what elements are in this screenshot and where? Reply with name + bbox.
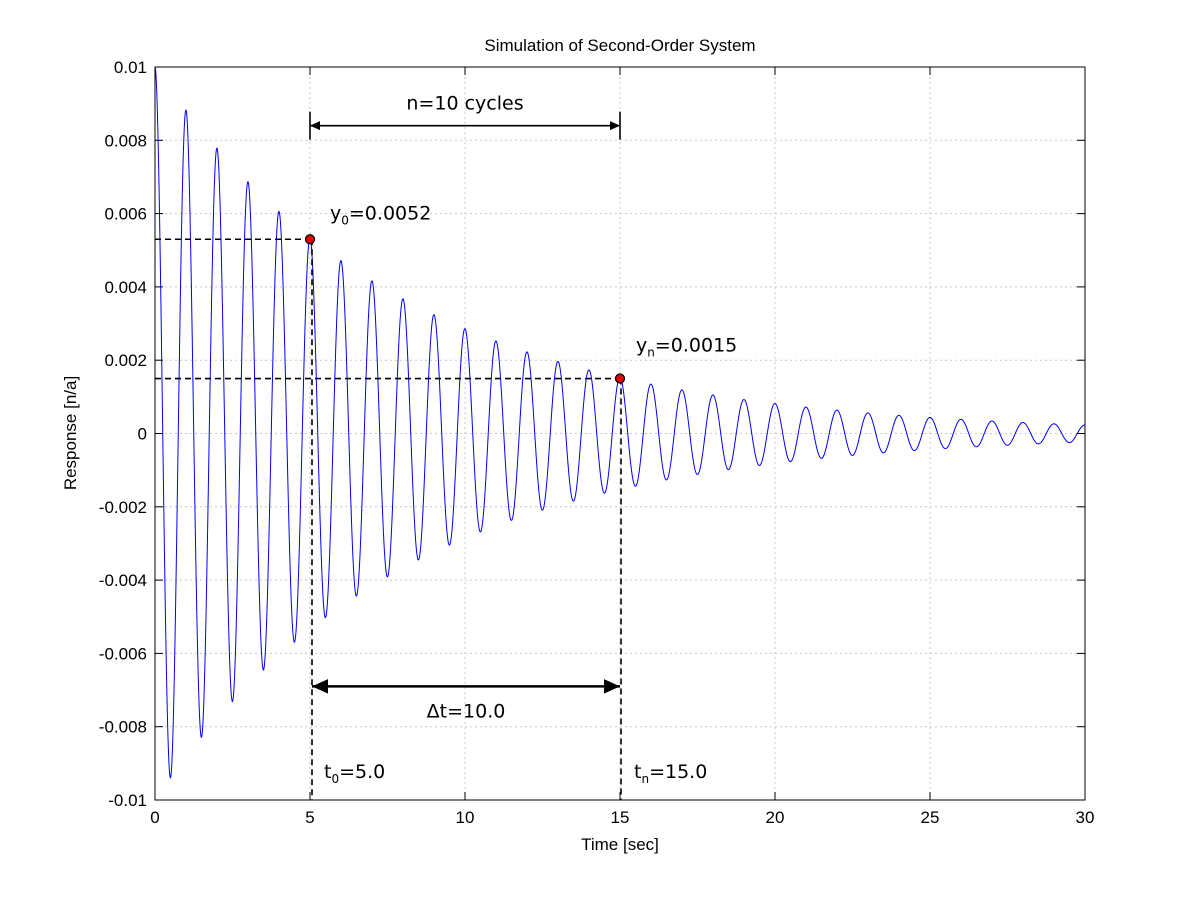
x-tick-label: 15: [611, 808, 630, 827]
data-marker: [304, 234, 316, 245]
y0-label: y0=0.0052: [330, 202, 431, 227]
delta-t-arrow-head-left: [312, 679, 328, 694]
y-tick-label: 0.002: [104, 351, 147, 370]
data-marker: [614, 373, 626, 384]
annotations: n=10 cycles Δt=10.0 y0=0.0052 yn=0.0015 t0=5…: [309, 93, 737, 786]
delta-t-arrow-head-right: [604, 679, 620, 694]
t0-label: t0=5.0: [324, 761, 385, 786]
y-tick-label: 0.004: [104, 278, 147, 297]
tn-label: tn=15.0: [634, 761, 707, 786]
y-tick-label: 0.008: [104, 131, 147, 150]
reference-lines: [155, 238, 622, 800]
x-tick-label: 10: [456, 808, 475, 827]
y-tick-label: 0.006: [104, 205, 147, 224]
x-tick-label: 5: [305, 808, 314, 827]
y-tick-label: -0.006: [99, 644, 147, 663]
cycles-label: n=10 cycles: [406, 93, 523, 115]
grid: [155, 67, 1085, 800]
cycles-arrow-head-left: [310, 121, 320, 131]
x-axis-label: Time [sec]: [581, 835, 659, 854]
x-tick-label: 25: [921, 808, 940, 827]
y-tick-label: -0.008: [99, 718, 147, 737]
y-tick-label: 0.01: [114, 58, 147, 77]
chart-title: Simulation of Second-Order System: [484, 36, 755, 55]
x-tick-label: 20: [766, 808, 785, 827]
y-tick-label: 0: [138, 425, 147, 444]
cycles-arrow-head-right: [610, 121, 620, 131]
delta-t-label: Δt=10.0: [427, 700, 506, 722]
yn-label: yn=0.0015: [636, 335, 737, 360]
x-tick-label: 30: [1076, 808, 1095, 827]
ticks: 0 5 10 15 20 25 30 -0.01 -0.008 -0.006 -0.004 -0.00…: [99, 58, 1095, 827]
x-tick-label: 0: [150, 808, 159, 827]
markers: [304, 234, 626, 384]
y-tick-label: -0.01: [108, 791, 147, 810]
y-tick-label: -0.004: [99, 571, 147, 590]
y-axis-label: Response [n/a]: [61, 376, 80, 490]
y-tick-label: -0.002: [99, 498, 147, 517]
